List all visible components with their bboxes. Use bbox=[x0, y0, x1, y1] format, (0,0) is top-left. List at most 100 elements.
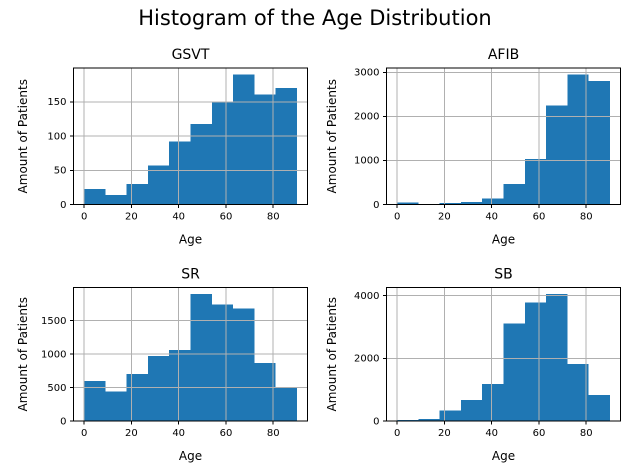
y-tick-label: 0 bbox=[373, 200, 379, 211]
y-tick-label: 500 bbox=[47, 383, 66, 394]
tick-marks bbox=[383, 71, 587, 208]
tick-labels: 0 20 40 60 80 0 500 1000 1500 bbox=[41, 316, 280, 439]
subplot-sb: 0 20 40 60 80 0 2000 4000 SB Age Amount of Patient… bbox=[325, 267, 621, 463]
tick-marks bbox=[383, 295, 587, 425]
y-tick-label: 1000 bbox=[354, 156, 379, 167]
x-tick-label: 60 bbox=[220, 212, 233, 223]
histogram-bar bbox=[524, 302, 547, 421]
histogram-bar bbox=[190, 293, 212, 421]
histogram-bar bbox=[254, 94, 276, 205]
histogram-bar bbox=[84, 380, 106, 421]
histogram-bar bbox=[275, 386, 297, 421]
x-tick-label: 20 bbox=[438, 212, 451, 223]
x-tick-label: 60 bbox=[533, 428, 546, 439]
histogram-bar bbox=[147, 165, 170, 205]
y-tick-label: 2000 bbox=[354, 354, 379, 365]
y-tick-label: 150 bbox=[47, 97, 66, 108]
histogram-bar bbox=[482, 384, 504, 421]
x-tick-label: 40 bbox=[485, 428, 498, 439]
x-tick-label: 80 bbox=[267, 428, 280, 439]
histogram-bar bbox=[503, 183, 525, 205]
y-tick-label: 1500 bbox=[41, 316, 66, 327]
y-tick-label: 4000 bbox=[354, 291, 379, 302]
y-tick-label: 50 bbox=[54, 166, 67, 177]
x-tick-label: 60 bbox=[533, 212, 546, 223]
y-axis-label: Amount of Patients bbox=[16, 79, 30, 193]
bars bbox=[84, 74, 297, 205]
histogram-bar bbox=[233, 74, 255, 205]
x-tick-label: 20 bbox=[125, 428, 138, 439]
subplot-title: SB bbox=[494, 267, 513, 283]
histogram-bar bbox=[546, 293, 568, 421]
tick-marks bbox=[70, 101, 274, 208]
histogram-bar bbox=[439, 203, 461, 205]
histogram-bar bbox=[439, 410, 461, 421]
y-tick-label: 0 bbox=[60, 416, 66, 427]
tick-labels: 0 20 40 60 80 0 50 100 150 bbox=[47, 97, 279, 222]
x-axis-label: Age bbox=[179, 449, 202, 463]
x-tick-label: 0 bbox=[394, 428, 400, 439]
tick-labels: 0 20 40 60 80 0 2000 4000 bbox=[354, 291, 593, 439]
histogram-bar bbox=[211, 304, 234, 421]
histogram-bar bbox=[105, 391, 127, 421]
histogram-bar bbox=[169, 350, 191, 421]
y-tick-label: 1000 bbox=[41, 349, 66, 360]
histogram-bar bbox=[460, 400, 483, 421]
x-tick-label: 80 bbox=[580, 428, 593, 439]
histogram-bar bbox=[482, 198, 504, 205]
y-tick-label: 0 bbox=[373, 416, 379, 427]
y-tick-label: 100 bbox=[47, 131, 66, 142]
histogram-bar bbox=[254, 362, 276, 421]
x-tick-label: 20 bbox=[438, 428, 451, 439]
x-tick-label: 20 bbox=[125, 212, 138, 223]
subplot-sr: 0 20 40 60 80 0 500 1000 1500 SR Age Amount of Pati… bbox=[16, 267, 308, 463]
histogram-bar bbox=[524, 159, 547, 205]
y-tick-label: 2000 bbox=[354, 112, 379, 123]
histogram-bar bbox=[418, 418, 440, 421]
bars bbox=[397, 74, 610, 205]
y-axis-label: Amount of Patients bbox=[16, 297, 30, 411]
tick-marks bbox=[70, 320, 274, 425]
bars bbox=[84, 293, 297, 421]
x-tick-label: 40 bbox=[172, 212, 185, 223]
histogram-bar bbox=[126, 374, 148, 421]
histogram-bar bbox=[567, 74, 589, 205]
y-axis-label: Amount of Patients bbox=[325, 79, 339, 193]
subplot-title: AFIB bbox=[488, 47, 519, 63]
histogram-bar bbox=[275, 88, 297, 205]
histogram-bar bbox=[84, 188, 106, 205]
histogram-bar bbox=[460, 201, 483, 205]
subplot-title: GSVT bbox=[172, 47, 210, 63]
x-tick-label: 40 bbox=[485, 212, 498, 223]
x-tick-label: 0 bbox=[81, 428, 87, 439]
histogram-bar bbox=[126, 183, 148, 205]
x-tick-label: 0 bbox=[394, 212, 400, 223]
x-axis-label: Age bbox=[492, 449, 515, 463]
tick-labels: 0 20 40 60 80 0 1000 2000 3000 bbox=[354, 68, 593, 223]
y-axis-label: Amount of Patients bbox=[325, 297, 339, 411]
subplot-gsvt: 0 20 40 60 80 0 50 100 150 GSVT Age Amount of Patie… bbox=[16, 47, 308, 247]
histogram-bar bbox=[233, 308, 255, 421]
y-tick-label: 0 bbox=[60, 200, 66, 211]
histogram-bar bbox=[546, 105, 568, 205]
x-tick-label: 80 bbox=[267, 212, 280, 223]
subplot-afib: 0 20 40 60 80 0 1000 2000 3000 AFIB Age Amount of P… bbox=[325, 47, 621, 247]
histogram-bar bbox=[190, 123, 212, 205]
histogram-bar bbox=[503, 323, 525, 421]
x-axis-label: Age bbox=[492, 233, 515, 247]
x-tick-label: 40 bbox=[172, 428, 185, 439]
axes-spines bbox=[386, 287, 621, 422]
histogram-bar bbox=[147, 355, 170, 421]
histogram-bar bbox=[105, 194, 127, 205]
x-tick-label: 80 bbox=[580, 212, 593, 223]
histogram-bar bbox=[397, 202, 419, 205]
x-tick-label: 0 bbox=[81, 212, 87, 223]
histogram-bar bbox=[211, 101, 234, 205]
y-tick-label: 3000 bbox=[354, 68, 379, 79]
x-axis-label: Age bbox=[179, 233, 202, 247]
subplot-title: SR bbox=[181, 267, 200, 283]
figure-suptitle: Histogram of the Age Distribution bbox=[138, 6, 492, 30]
x-tick-label: 60 bbox=[220, 428, 233, 439]
